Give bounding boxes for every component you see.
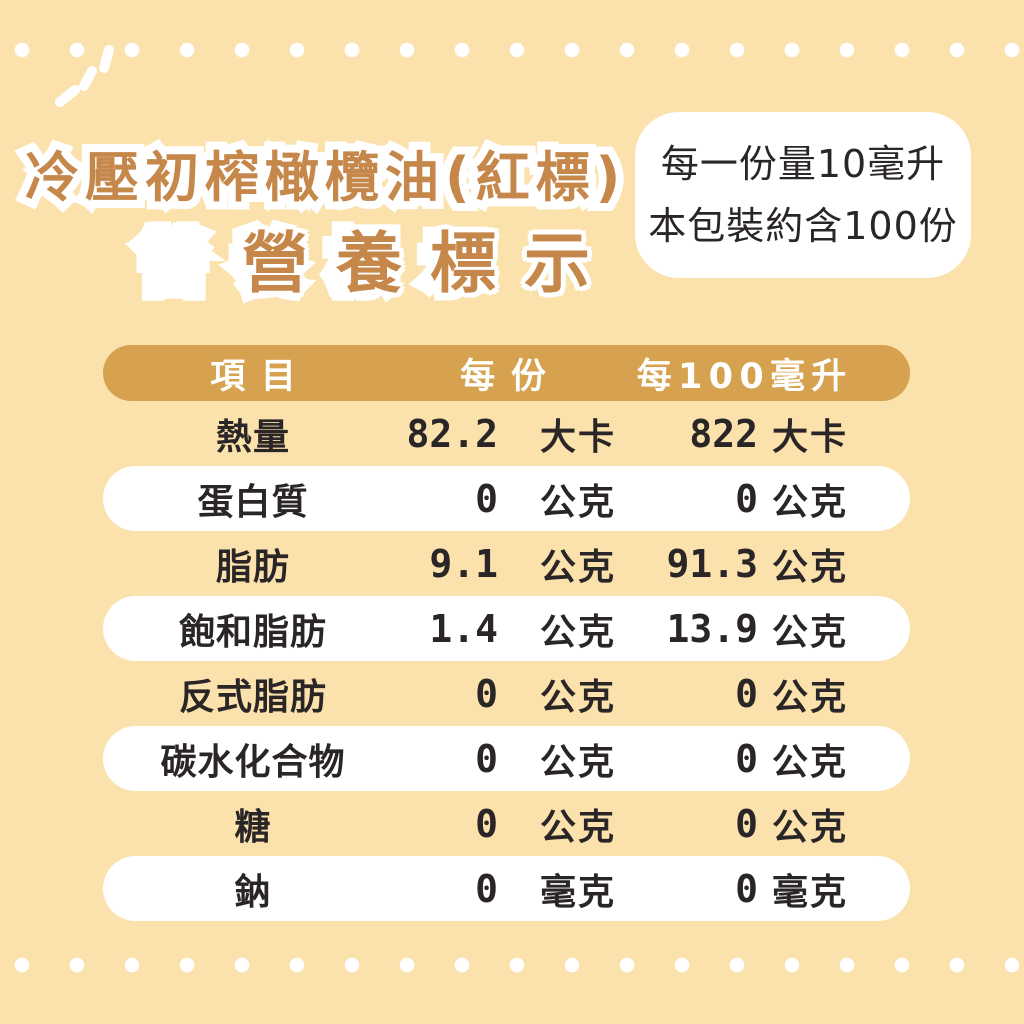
serving-info-card: 每一份量10毫升 本包裝約含100份 (635, 112, 971, 278)
per-serving-unit: 公克 (540, 806, 617, 848)
per-serving-value: 0 (475, 866, 498, 911)
per-serving-unit: 公克 (540, 611, 617, 653)
row-label: 反式脂肪 (178, 676, 327, 718)
row-label: 糖 (234, 806, 272, 848)
per-100ml-unit: 毫克 (772, 871, 849, 913)
per-100ml-value: 822 (689, 411, 758, 456)
per-serving-value: 9.1 (429, 541, 498, 586)
per-serving-value: 0 (475, 476, 498, 521)
per-serving-value: 82.2 (406, 411, 498, 456)
per-100ml-value: 91.3 (666, 541, 758, 586)
per-100ml-unit: 公克 (772, 481, 849, 523)
row-label: 熱量 (215, 416, 290, 458)
nutrition-table: 項目 每份 每100毫升 熱量 82.2 大卡 822 大卡 蛋白質 0 公克 … (103, 345, 910, 921)
column-header-item: 項目 (210, 356, 312, 397)
per-serving-value: 0 (475, 671, 498, 716)
per-serving-unit: 大卡 (540, 416, 617, 458)
servings-per-package-text: 本包裝約含100份 (648, 204, 958, 248)
row-label: 碳水化合物 (160, 741, 346, 783)
table-row-protein: 蛋白質 0 公克 0 公克 (103, 466, 910, 531)
table-row-sugar: 糖 0 公克 0 公克 (103, 791, 910, 856)
per-100ml-unit: 公克 (772, 741, 849, 783)
table-row-carbohydrate: 碳水化合物 0 公克 0 公克 (103, 726, 910, 791)
per-serving-unit: 公克 (540, 676, 617, 718)
per-serving-unit: 毫克 (540, 871, 617, 913)
per-serving-value: 0 (475, 736, 498, 781)
per-100ml-unit: 公克 (772, 676, 849, 718)
column-header-per-100ml: 每100毫升 (636, 356, 853, 397)
row-label: 鈉 (234, 871, 272, 913)
per-100ml-value: 13.9 (666, 606, 758, 651)
table-row-sodium: 鈉 0 毫克 0 毫克 (103, 856, 910, 921)
table-row-calories: 熱量 82.2 大卡 822 大卡 (103, 401, 910, 466)
table-row-trans-fat: 反式脂肪 0 公克 0 公克 (103, 661, 910, 726)
per-100ml-unit: 大卡 (772, 416, 849, 458)
per-100ml-value: 0 (735, 736, 758, 781)
dotted-border-top (14, 42, 1024, 58)
row-label: 蛋白質 (197, 481, 309, 523)
product-title: 冷壓初榨橄欖油(紅標) (25, 133, 626, 212)
per-100ml-unit: 公克 (772, 611, 849, 653)
per-serving-value: 1.4 (429, 606, 498, 651)
per-100ml-value: 0 (735, 671, 758, 716)
page-subtitle: 營養標示 (140, 210, 720, 306)
per-serving-unit: 公克 (540, 741, 617, 783)
column-header-per-serving: 每份 (460, 356, 562, 397)
per-100ml-unit: 公克 (772, 806, 849, 848)
per-serving-unit: 公克 (540, 546, 617, 588)
per-serving-value: 0 (475, 801, 498, 846)
table-row-fat: 脂肪 9.1 公克 91.3 公克 (103, 531, 910, 596)
table-header-row: 項目 每份 每100毫升 (103, 345, 910, 401)
serving-size-text: 每一份量10毫升 (660, 142, 946, 186)
row-label: 脂肪 (215, 546, 290, 588)
row-label: 飽和脂肪 (178, 611, 327, 653)
sparkle-icon (55, 45, 114, 107)
per-100ml-value: 0 (735, 801, 758, 846)
per-100ml-value: 0 (735, 476, 758, 521)
table-row-saturated-fat: 飽和脂肪 1.4 公克 13.9 公克 (103, 596, 910, 661)
per-100ml-value: 0 (735, 866, 758, 911)
per-100ml-unit: 公克 (772, 546, 849, 588)
dotted-border-bottom (14, 957, 1024, 973)
per-serving-unit: 公克 (540, 481, 617, 523)
